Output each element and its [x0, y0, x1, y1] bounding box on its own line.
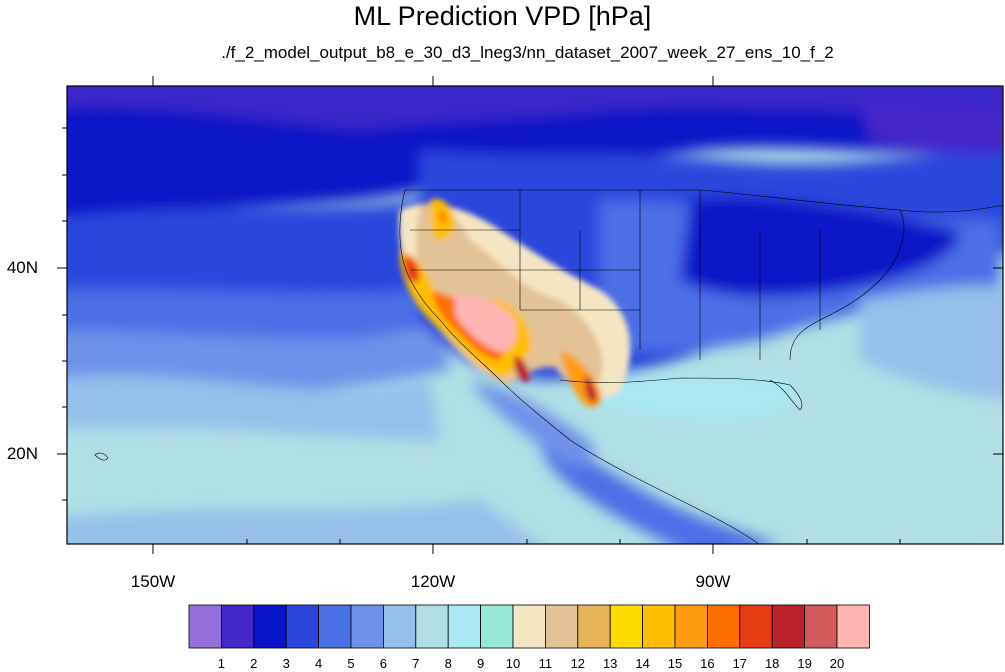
colorbar-label: 15 — [667, 656, 683, 671]
colorbar-label: 13 — [602, 656, 618, 671]
lon-label-120w: 120W — [410, 572, 456, 591]
colorbar-swatch — [415, 604, 449, 649]
colorbar-label: 17 — [732, 656, 748, 671]
colorbar-swatch — [285, 604, 320, 649]
colorbar-swatch — [836, 604, 870, 649]
colorbar-swatch — [642, 604, 676, 649]
colorbar-label: 19 — [797, 656, 812, 671]
colorbar-label: 7 — [412, 656, 420, 671]
colorbar-label: 8 — [444, 656, 452, 671]
colorbar-swatch — [545, 604, 579, 649]
colorbar-label: 2 — [250, 656, 258, 671]
map-title: ML Prediction VPD [hPa] — [353, 1, 652, 31]
map-subtitle: ./f_2_model_output_b8_e_30_d3_lneg3/nn_d… — [221, 43, 834, 62]
colorbar-label: 5 — [347, 656, 355, 671]
colorbar-swatch — [771, 604, 806, 649]
colorbar-label: 11 — [538, 656, 553, 671]
colorbar-label: 9 — [476, 656, 485, 671]
lon-label-150w: 150W — [130, 572, 176, 591]
colorbar-swatch — [350, 604, 384, 649]
colorbar-swatch — [447, 604, 482, 649]
colorbar-swatch — [188, 604, 222, 649]
colorbar-swatch — [609, 604, 644, 649]
colorbar-swatch — [577, 604, 611, 649]
lat-label-20n: 20N — [6, 444, 38, 463]
colorbar-swatch — [674, 604, 708, 649]
colorbar-label: 18 — [764, 656, 780, 671]
colorbar-label: 6 — [379, 656, 387, 671]
colorbar-swatch — [253, 604, 287, 649]
colorbar-label: 4 — [314, 656, 323, 671]
lat-label-40n: 40N — [6, 258, 38, 277]
colorbar-swatch — [382, 604, 417, 649]
colorbar — [188, 604, 870, 649]
colorbar-label: 20 — [829, 656, 845, 671]
axis-ticks — [57, 76, 1003, 554]
colorbar-label: 10 — [505, 656, 521, 671]
colorbar-swatch — [512, 604, 546, 649]
colorbar-swatch — [739, 604, 773, 649]
colorbar-swatch — [804, 604, 838, 649]
lon-label-90w: 90W — [695, 572, 731, 591]
colorbar-label: 12 — [570, 656, 586, 671]
colorbar-label: 16 — [700, 656, 715, 671]
colorbar-swatch — [480, 604, 514, 649]
land-boundaries — [94, 189, 1003, 544]
colorbar-swatch — [707, 604, 741, 649]
colorbar-swatch — [318, 604, 352, 649]
vpd-field — [67, 86, 1003, 544]
colorbar-label: 1 — [217, 656, 225, 671]
colorbar-label: 14 — [635, 656, 650, 671]
colorbar-swatch — [220, 604, 255, 649]
colorbar-label: 3 — [282, 656, 290, 671]
